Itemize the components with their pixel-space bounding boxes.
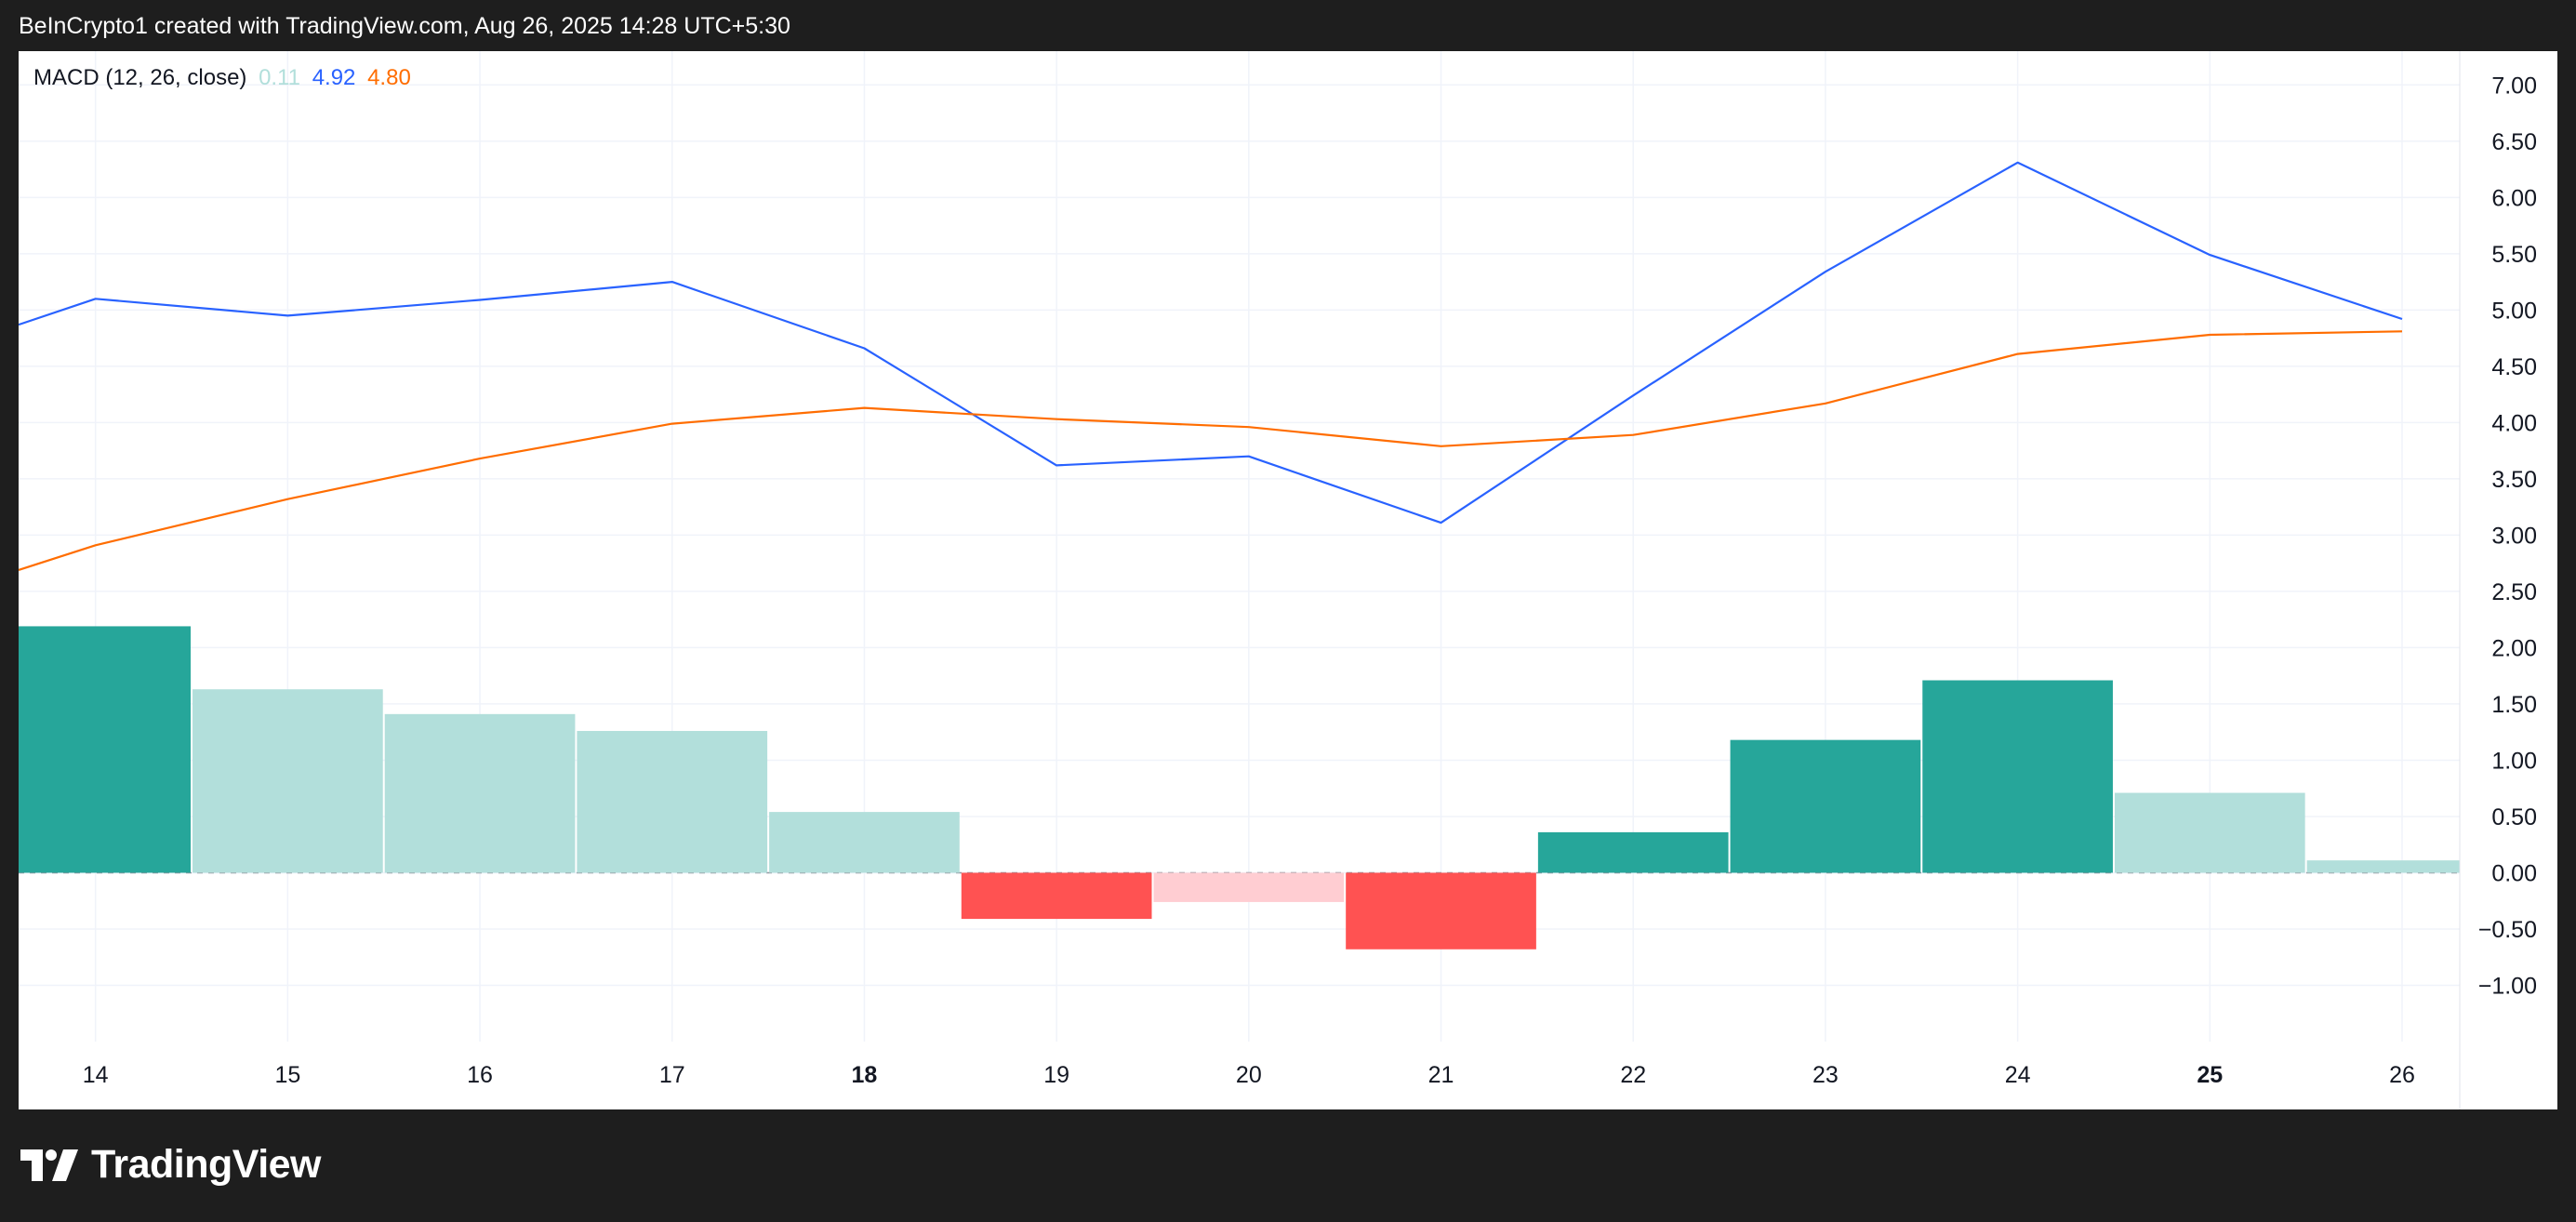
tradingview-logo[interactable]: TradingView bbox=[20, 1142, 322, 1188]
x-tick-label: 23 bbox=[1812, 1062, 1839, 1088]
x-tick-label: 16 bbox=[467, 1062, 493, 1088]
histogram-bar bbox=[961, 872, 1152, 920]
histogram-bar bbox=[19, 626, 192, 873]
histogram-bar bbox=[193, 689, 383, 873]
tradingview-brand: TradingView bbox=[91, 1142, 322, 1187]
y-tick-label: 1.00 bbox=[2491, 748, 2537, 774]
histogram-bar bbox=[2114, 792, 2305, 873]
y-tick-label: 6.00 bbox=[2491, 185, 2537, 211]
histogram-bar bbox=[1346, 872, 1536, 950]
y-tick-label: 2.00 bbox=[2491, 635, 2537, 661]
histogram-bar bbox=[384, 713, 576, 873]
x-tick-label: 19 bbox=[1043, 1062, 1069, 1088]
tradingview-logo-icon bbox=[20, 1149, 78, 1181]
x-tick-label: 14 bbox=[83, 1062, 109, 1088]
chart-svg: 7.00 6.50 6.00 5.50 5.00 4.50 4.00 3.50 3.00 2.50… bbox=[19, 51, 2537, 1109]
x-tick-label: 18 bbox=[852, 1062, 878, 1088]
y-tick-label: −1.00 bbox=[2478, 973, 2537, 999]
y-tick-label: 3.00 bbox=[2491, 523, 2537, 549]
signal-line bbox=[19, 330, 2403, 571]
x-tick-label: 26 bbox=[2389, 1062, 2415, 1088]
macd-line bbox=[19, 161, 2403, 525]
legend: MACD (12, 26, close) 0.11 4.92 4.80 bbox=[33, 65, 417, 91]
legend-signal-value: 4.80 bbox=[367, 65, 411, 90]
y-tick-label: 4.50 bbox=[2491, 354, 2537, 380]
y-tick-label: 1.50 bbox=[2491, 692, 2537, 718]
histogram-bar bbox=[1730, 739, 1921, 873]
histogram-bar bbox=[769, 812, 960, 873]
y-tick-label: 4.00 bbox=[2491, 410, 2537, 436]
x-tick-label: 17 bbox=[659, 1062, 685, 1088]
y-tick-label: 5.00 bbox=[2491, 298, 2537, 324]
x-tick-label: 20 bbox=[1236, 1062, 1262, 1088]
x-tick-label: 15 bbox=[274, 1062, 300, 1088]
y-tick-label: 7.00 bbox=[2491, 73, 2537, 99]
legend-macd-value: 4.92 bbox=[312, 65, 356, 90]
histogram-bar bbox=[1537, 831, 1729, 873]
x-tick-label: 25 bbox=[2197, 1062, 2223, 1088]
y-tick-label: 2.50 bbox=[2491, 579, 2537, 605]
y-tick-label: 0.50 bbox=[2491, 804, 2537, 830]
x-tick-label: 21 bbox=[1428, 1062, 1454, 1088]
macd-chart[interactable]: 7.00 6.50 6.00 5.50 5.00 4.50 4.00 3.50 3.00 2.50… bbox=[19, 51, 2557, 1109]
histogram-bar bbox=[1922, 680, 2113, 873]
histogram-bar bbox=[577, 730, 768, 873]
x-tick-label: 24 bbox=[2005, 1062, 2031, 1088]
y-tick-label: −0.50 bbox=[2478, 917, 2537, 943]
y-tick-label: 5.50 bbox=[2491, 242, 2537, 268]
legend-label: MACD (12, 26, close) bbox=[33, 65, 247, 90]
y-tick-label: 0.00 bbox=[2491, 860, 2537, 886]
legend-histogram-value: 0.11 bbox=[259, 65, 301, 90]
y-tick-label: 6.50 bbox=[2491, 129, 2537, 155]
y-tick-label: 3.50 bbox=[2491, 467, 2537, 493]
histogram-bar bbox=[1153, 872, 1345, 902]
x-tick-label: 22 bbox=[1620, 1062, 1646, 1088]
chart-header: BeInCrypto1 created with TradingView.com… bbox=[19, 13, 790, 39]
histogram-bar bbox=[2306, 860, 2460, 873]
